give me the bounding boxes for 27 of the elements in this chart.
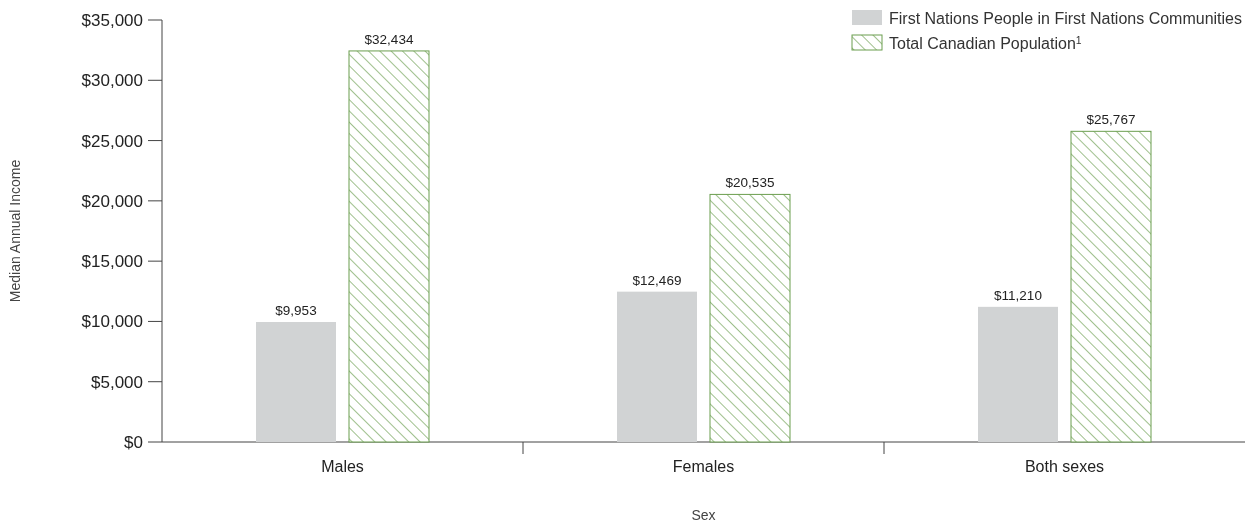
y-tick-label: $5,000 bbox=[91, 372, 143, 392]
y-tick-label: $20,000 bbox=[81, 191, 143, 211]
data-label: $20,535 bbox=[725, 175, 775, 191]
legend-label: First Nations People in First Nations Communities bbox=[889, 9, 1243, 27]
x-tick-label: Both sexes bbox=[1024, 458, 1105, 475]
y-axis-title: Median Annual Income bbox=[7, 159, 23, 303]
y-tick-label: $10,000 bbox=[81, 312, 143, 332]
legend-label: Total Canadian Population$^{1}$ bbox=[889, 34, 1082, 52]
data-label: $9,953 bbox=[275, 303, 317, 318]
y-tick-label: $15,000 bbox=[81, 252, 143, 272]
y-tick-label: $35,000 bbox=[81, 10, 143, 30]
data-label: $32,434 bbox=[364, 31, 414, 47]
bar bbox=[709, 193, 791, 443]
y-tick-label: $30,000 bbox=[81, 71, 143, 91]
bar bbox=[617, 291, 697, 442]
y-tick-label: $25,000 bbox=[81, 131, 143, 151]
y-tick-label: $0 bbox=[124, 432, 143, 452]
x-tick-label: Females bbox=[672, 458, 735, 475]
x-tick-label: Males bbox=[321, 458, 364, 475]
bar bbox=[256, 322, 336, 442]
bar bbox=[1070, 130, 1152, 443]
data-label: $25,767 bbox=[1086, 112, 1136, 128]
data-label: $12,469 bbox=[632, 272, 682, 288]
bar bbox=[978, 306, 1058, 442]
bar bbox=[348, 50, 430, 443]
x-axis-title: Sex bbox=[691, 507, 716, 523]
data-label: $11,210 bbox=[994, 287, 1042, 303]
